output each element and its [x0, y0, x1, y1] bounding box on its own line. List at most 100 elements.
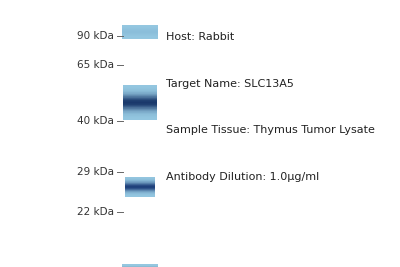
Bar [122, 264, 158, 266]
Bar [122, 265, 158, 267]
Bar [122, 265, 158, 266]
Bar [122, 265, 158, 266]
Bar [122, 265, 158, 266]
Bar [124, 94, 156, 95]
Bar [124, 87, 156, 88]
Bar [122, 265, 158, 267]
Bar [122, 25, 158, 26]
Bar [122, 266, 158, 267]
Bar [124, 91, 156, 92]
Bar [122, 265, 158, 267]
Bar [124, 88, 156, 89]
Text: 90 kDa: 90 kDa [77, 31, 114, 41]
Bar [122, 265, 158, 266]
Bar [124, 110, 156, 111]
Bar [122, 32, 158, 33]
Bar [122, 265, 158, 266]
Bar [122, 265, 158, 267]
Bar [122, 265, 158, 266]
Bar [124, 101, 156, 102]
Bar [122, 265, 158, 267]
Bar [122, 265, 158, 267]
Bar [122, 265, 158, 267]
Bar [122, 266, 158, 267]
Bar [122, 265, 158, 266]
Bar [122, 266, 158, 267]
Bar [122, 265, 158, 266]
Bar [122, 265, 158, 267]
Bar [122, 265, 158, 267]
Bar [122, 265, 158, 267]
Bar [122, 265, 158, 267]
Bar [122, 265, 158, 266]
Bar [122, 265, 158, 266]
Bar [122, 264, 158, 266]
Bar [122, 264, 158, 266]
Bar [122, 266, 158, 267]
Bar [122, 265, 158, 267]
Bar [122, 265, 158, 266]
Bar [124, 113, 156, 114]
Text: 29 kDa: 29 kDa [77, 167, 114, 177]
Bar [122, 265, 158, 266]
Bar [122, 265, 158, 266]
Bar [122, 266, 158, 267]
Bar [122, 265, 158, 266]
Bar [122, 266, 158, 267]
Bar [122, 264, 158, 266]
Bar [122, 264, 158, 266]
Bar [122, 265, 158, 266]
Bar [125, 186, 155, 187]
Bar [122, 266, 158, 267]
Bar [122, 265, 158, 266]
Bar [122, 265, 158, 266]
Bar [122, 265, 158, 266]
Bar [122, 265, 158, 266]
Bar [122, 265, 158, 266]
Bar [122, 265, 158, 266]
Bar [124, 102, 156, 103]
Bar [124, 105, 156, 106]
Bar [122, 265, 158, 266]
Bar [122, 265, 158, 266]
Text: 65 kDa: 65 kDa [77, 60, 114, 70]
Bar [122, 265, 158, 266]
Bar [122, 264, 158, 266]
Bar [122, 264, 158, 266]
Bar [122, 265, 158, 266]
Bar [125, 179, 155, 180]
Bar [122, 265, 158, 266]
Bar [122, 28, 158, 29]
Bar [122, 265, 158, 266]
Bar [122, 265, 158, 266]
Bar [122, 265, 158, 266]
Bar [122, 265, 158, 266]
Bar [124, 112, 156, 113]
Bar [122, 265, 158, 267]
Bar [122, 265, 158, 266]
Bar [122, 265, 158, 266]
Bar [122, 265, 158, 266]
Bar [125, 195, 155, 196]
Bar [122, 265, 158, 266]
Bar [124, 100, 156, 101]
Bar [122, 265, 158, 266]
Bar [125, 196, 155, 197]
Bar [122, 37, 158, 38]
Bar [122, 265, 158, 266]
Bar [122, 265, 158, 266]
Bar [122, 265, 158, 266]
Bar [122, 265, 158, 266]
Bar [122, 265, 158, 266]
Bar [124, 98, 156, 99]
Bar [122, 265, 158, 267]
Bar [122, 265, 158, 266]
Bar [122, 265, 158, 266]
Bar [122, 265, 158, 266]
Bar [122, 265, 158, 267]
Bar [124, 111, 156, 112]
Bar [122, 265, 158, 266]
Bar [125, 185, 155, 186]
Bar [122, 266, 158, 267]
Bar [122, 264, 158, 266]
